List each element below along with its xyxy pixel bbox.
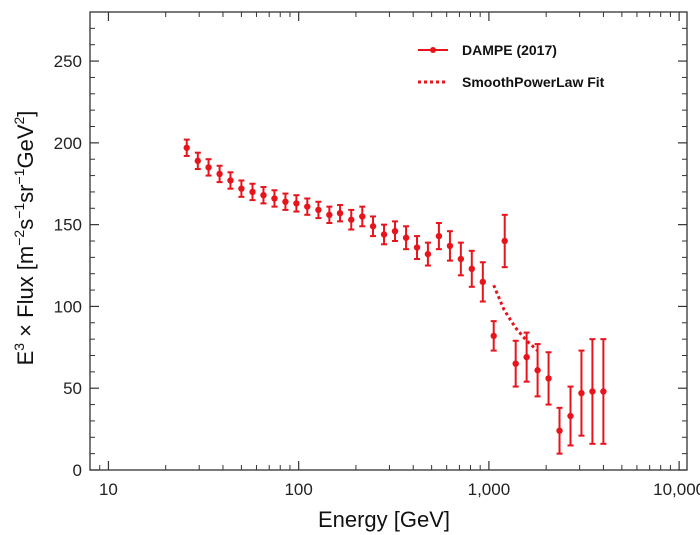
data-point [402, 234, 410, 241]
data-point [216, 170, 223, 178]
y-axis-label: E3 × Flux [m−2s−1sr−1GeV2] [11, 111, 38, 366]
data-point [424, 250, 432, 258]
data-point [227, 177, 234, 184]
data-point [523, 353, 530, 361]
data-point [260, 192, 267, 199]
data-point [534, 367, 541, 374]
x-tick-label: 10,000 [653, 480, 700, 499]
data-point [501, 237, 508, 245]
data-point [326, 211, 333, 219]
x-axis-label: Energy [GeV] [318, 507, 450, 532]
data-point [249, 188, 256, 196]
y-tick-label: 100 [54, 297, 82, 316]
data-point [194, 157, 202, 165]
axis-ticks [90, 12, 687, 471]
data-point [413, 244, 421, 251]
x-tick-label: 10 [99, 480, 118, 499]
data-point [468, 265, 475, 273]
legend-marker-dampe [430, 47, 436, 53]
data-point [490, 332, 497, 340]
data-point [271, 195, 278, 202]
data-point [545, 375, 552, 382]
x-tick-label: 100 [284, 480, 312, 499]
axis-tick-labels: 10 100 1,000 10,000 0 50 100 150 200 250 [54, 52, 700, 499]
legend: DAMPE (2017) SmoothPowerLaw Fit [418, 42, 605, 90]
y-tick-label: 0 [73, 461, 82, 480]
data-point [304, 203, 311, 210]
data-point [446, 242, 454, 250]
data-point [359, 213, 366, 220]
data-point [293, 200, 300, 207]
data-point [391, 227, 399, 235]
data-point [380, 231, 388, 238]
y-tick-label: 150 [54, 216, 82, 235]
legend-label-dampe: DAMPE (2017) [462, 42, 557, 58]
data-point [282, 198, 289, 205]
data-layer [183, 138, 607, 455]
data-point [479, 278, 487, 286]
data-point [238, 185, 245, 192]
data-point [589, 388, 596, 395]
x-tick-label: 1,000 [468, 480, 511, 499]
data-point [205, 164, 212, 171]
y-tick-label: 200 [54, 134, 82, 153]
data-point [315, 206, 322, 214]
y-tick-label: 250 [54, 52, 82, 71]
y-tick-label: 50 [63, 379, 82, 398]
data-point [336, 209, 344, 217]
data-point [512, 360, 519, 367]
data-point [369, 223, 377, 230]
data-point [556, 427, 563, 434]
data-point [183, 144, 190, 151]
data-point [578, 389, 585, 397]
data-point [457, 255, 465, 263]
data-point [435, 232, 443, 240]
data-point [348, 216, 355, 223]
data-point [600, 388, 607, 395]
legend-label-fit: SmoothPowerLaw Fit [462, 74, 605, 90]
data-point [567, 412, 574, 420]
